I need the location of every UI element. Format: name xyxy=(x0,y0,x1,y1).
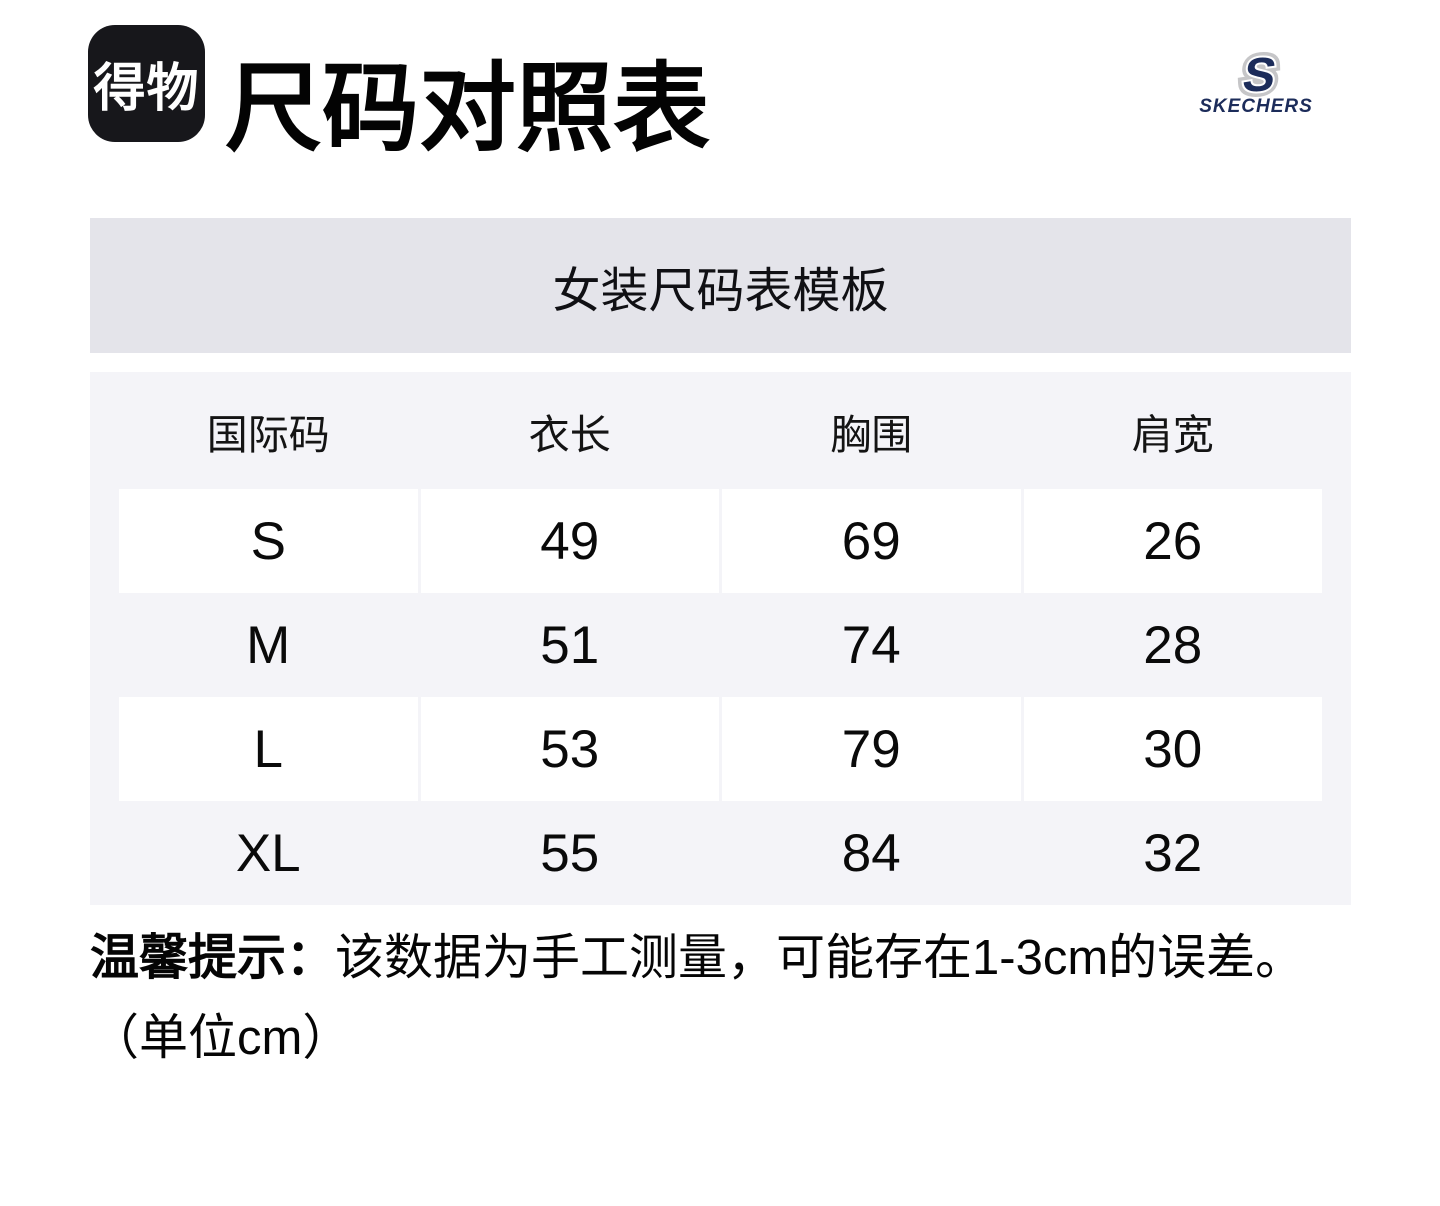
column-header-shoulder: 肩宽 xyxy=(1131,411,1214,458)
dewu-logo: 得物 xyxy=(88,25,205,142)
table-cell: 55 xyxy=(540,823,600,883)
column-header-length: 衣长 xyxy=(528,411,611,458)
note-prefix: 温馨提示： xyxy=(90,931,336,985)
page-title: 尺码对照表 xyxy=(225,54,710,163)
table-cell: 79 xyxy=(722,697,1021,801)
note-line-1: 温馨提示：该数据为手工测量，可能存在1-3cm的误差。 xyxy=(90,918,1380,998)
note-line-2: （单位cm） xyxy=(90,1011,352,1065)
table-title-banner: 女装尺码表模板 xyxy=(90,218,1351,353)
svg-text:S: S xyxy=(1239,50,1280,100)
table-cell: 84 xyxy=(841,823,901,883)
dewu-logo-text: 得物 xyxy=(93,60,200,118)
column-header-chest: 胸围 xyxy=(830,411,913,458)
table-cell: 74 xyxy=(841,615,901,675)
table-cell: XL xyxy=(235,823,301,883)
note-text: 该数据为手工测量，可能存在1-3cm的误差。 xyxy=(335,931,1305,985)
table-cell: M xyxy=(246,615,291,675)
table-title: 女装尺码表模板 xyxy=(552,264,889,318)
table-cell: S xyxy=(119,489,418,593)
skechers-logo: S S SKECHERS xyxy=(1191,50,1321,118)
table-cell: 26 xyxy=(1023,489,1322,593)
skechers-wordmark: SKECHERS xyxy=(1199,96,1313,117)
table-cell: 30 xyxy=(1023,697,1322,801)
table-cell: 69 xyxy=(722,489,1021,593)
column-header-size: 国际码 xyxy=(206,411,330,458)
measurement-note: 温馨提示：该数据为手工测量，可能存在1-3cm的误差。 （单位cm） xyxy=(90,918,1380,1078)
table-cell: 32 xyxy=(1143,823,1203,883)
table-cell: L xyxy=(119,697,418,801)
table-cell: 49 xyxy=(420,489,719,593)
table-cell: 53 xyxy=(420,697,719,801)
table-cell: 28 xyxy=(1143,615,1203,675)
skechers-s-icon: S S xyxy=(1233,50,1285,100)
size-table: 国际码 衣长 胸围 肩宽 S 49 69 26 M 51 74 28 L 53 … xyxy=(90,372,1351,905)
table-cell: 51 xyxy=(540,615,600,675)
